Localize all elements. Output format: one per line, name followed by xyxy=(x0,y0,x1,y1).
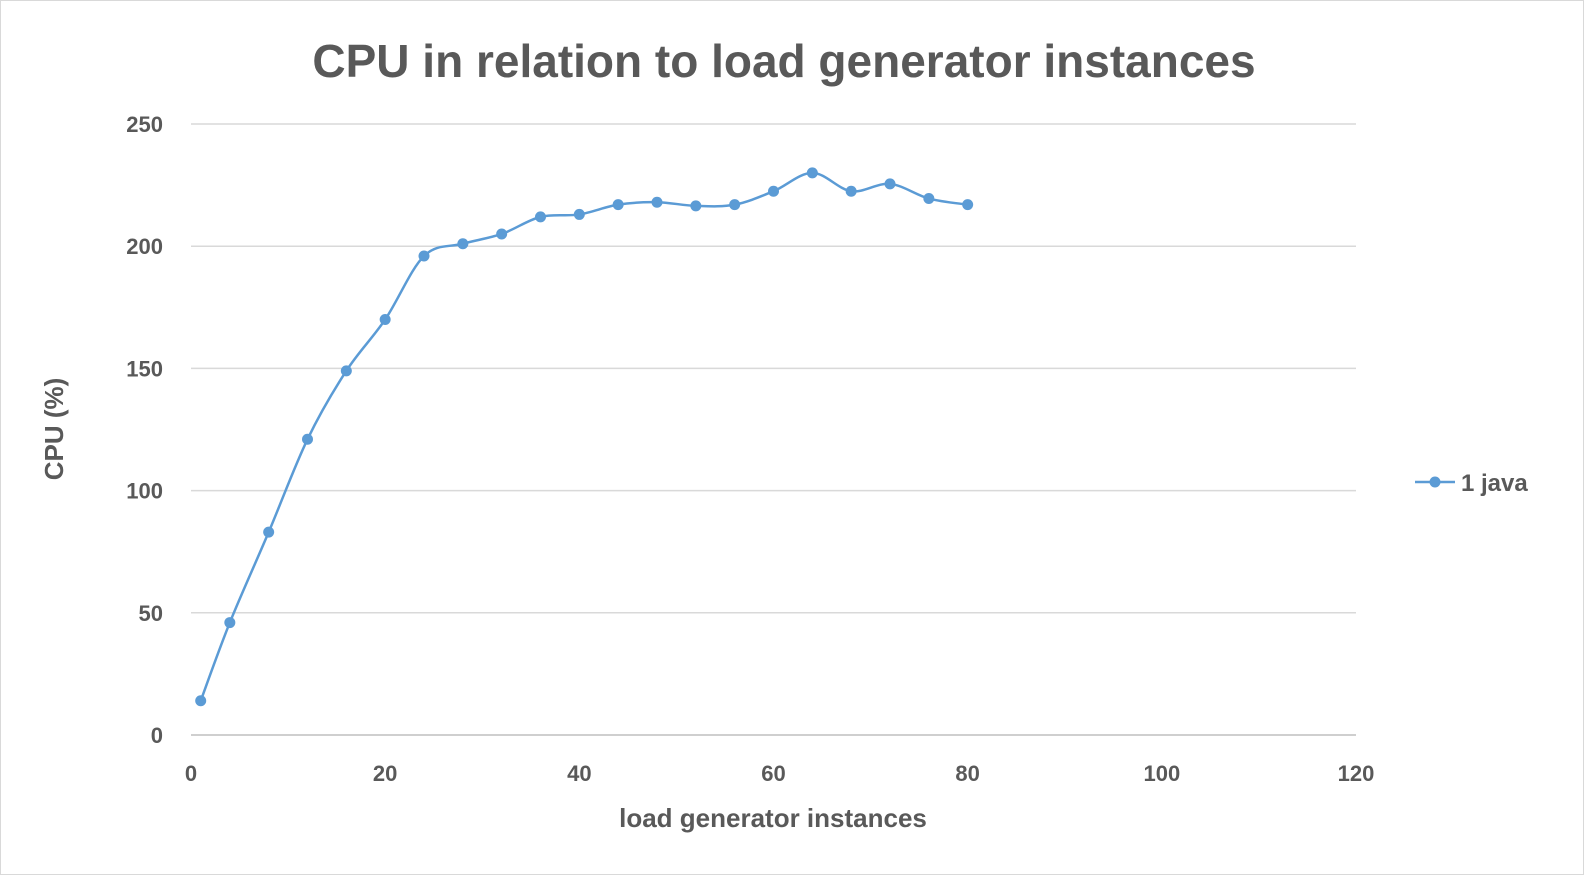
data-point xyxy=(340,365,352,377)
data-point xyxy=(612,199,624,211)
x-tick-label: 120 xyxy=(1338,761,1375,786)
data-point xyxy=(884,178,896,190)
data-point xyxy=(535,211,546,223)
data-point xyxy=(302,433,313,445)
data-point xyxy=(729,199,741,211)
y-tick-label: 0 xyxy=(151,723,163,748)
data-point xyxy=(379,314,391,326)
data-point xyxy=(923,193,935,205)
x-tick-label: 60 xyxy=(761,761,785,786)
data-point xyxy=(418,250,430,262)
data-point xyxy=(962,199,974,211)
y-tick-label: 200 xyxy=(126,234,163,259)
data-point xyxy=(806,167,818,179)
chart-title: CPU in relation to load generator instan… xyxy=(312,35,1255,87)
legend-label: 1 java xyxy=(1461,470,1528,497)
x-tick-label: 0 xyxy=(185,761,197,786)
legend-marker xyxy=(1429,476,1441,488)
x-tick-label: 20 xyxy=(373,761,397,786)
x-tick-label: 40 xyxy=(567,761,591,786)
data-point xyxy=(457,238,469,250)
y-axis-tick-labels: 0 50 100 150 200 250 xyxy=(126,112,163,748)
data-point xyxy=(263,526,275,538)
y-tick-label: 50 xyxy=(139,601,163,626)
x-tick-label: 100 xyxy=(1143,761,1180,786)
legend: 1 java xyxy=(1415,470,1528,497)
x-axis-title: load generator instances xyxy=(619,803,927,833)
x-axis-tick-labels: 0 20 40 60 80 100 120 xyxy=(185,761,1374,786)
data-point xyxy=(690,200,702,212)
data-point xyxy=(195,695,207,707)
x-tick-label: 80 xyxy=(955,761,979,786)
data-point xyxy=(845,185,857,197)
y-tick-label: 100 xyxy=(126,479,163,504)
data-point xyxy=(496,228,508,240)
plot-area xyxy=(195,167,974,707)
y-tick-label: 250 xyxy=(126,112,163,137)
data-point xyxy=(651,196,663,208)
gridlines xyxy=(191,123,1356,736)
data-point xyxy=(224,617,236,629)
data-point xyxy=(573,208,585,220)
data-point xyxy=(768,185,779,197)
y-tick-label: 150 xyxy=(126,356,163,381)
series-line xyxy=(199,171,968,702)
y-axis-title: CPU (%) xyxy=(39,378,69,481)
